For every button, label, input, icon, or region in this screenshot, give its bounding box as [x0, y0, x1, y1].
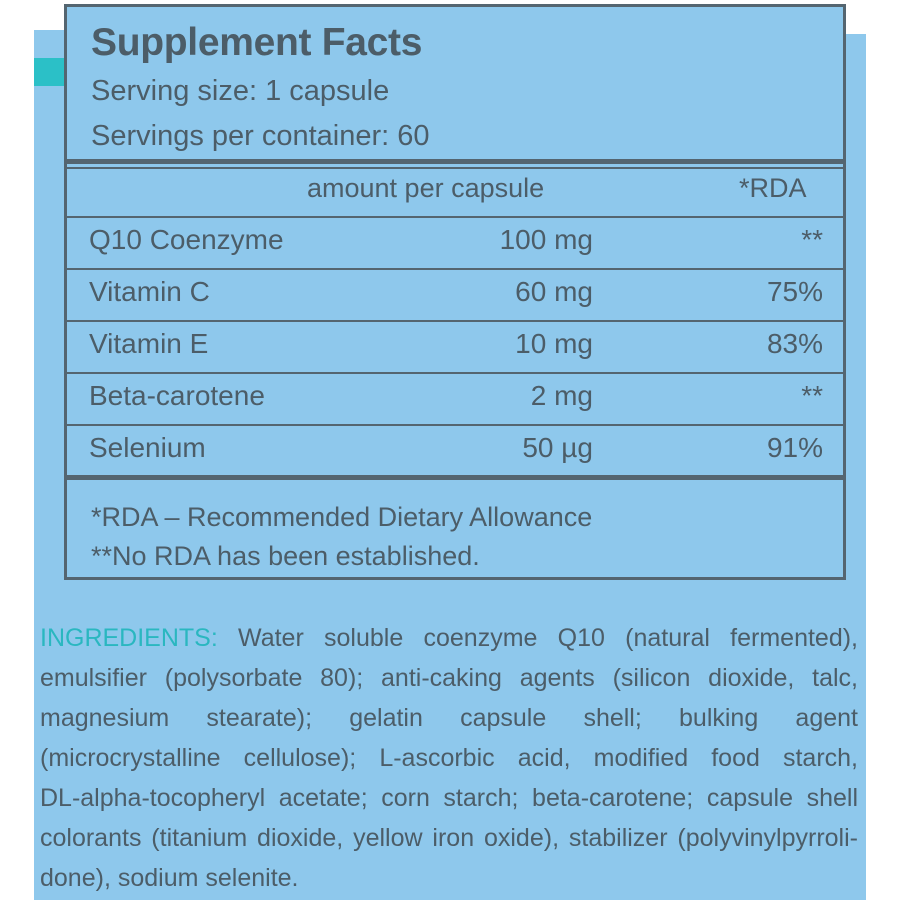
ingredients-line: emulsifier (polysorbate 80); anti-caking…: [40, 664, 858, 692]
nutrient-rda: 83%: [766, 328, 823, 359]
serving-size: Serving size: 1 capsule: [91, 75, 390, 107]
row-divider: [67, 320, 843, 322]
nutrient-name: Vitamin E: [89, 328, 209, 359]
row-divider: [67, 424, 843, 426]
right-notch: [846, 0, 866, 34]
ingredients-line: INGREDIENTS: Water soluble coenzyme Q10 …: [40, 624, 858, 652]
ingredients-label: INGREDIENTS:: [40, 624, 218, 652]
nutrient-amount: 60 mg: [515, 276, 593, 307]
divider-thin: [67, 167, 843, 169]
nutrient-amount: 10 mg: [515, 328, 593, 359]
nutrient-rda: **: [801, 380, 823, 411]
footnote-rda: *RDA – Recommended Dietary Allowance: [91, 502, 593, 532]
nutrient-name: Selenium: [89, 432, 206, 463]
column-header-rda: *RDA: [739, 173, 807, 203]
nutrient-amount: 50 µg: [522, 432, 593, 463]
nutrient-amount: 2 mg: [530, 380, 593, 411]
nutrient-rda: 91%: [766, 432, 823, 463]
nutrient-name: Q10 Coenzyme: [89, 224, 284, 255]
row-divider: [67, 216, 843, 218]
ingredients-line: done), sodium selenite.: [40, 864, 299, 892]
nutrient-amount: 100 mg: [499, 224, 593, 255]
ingredients-line: colorants (titanium dioxide, yellow iron…: [40, 824, 858, 852]
divider-thick: [67, 475, 843, 480]
nutrient-rda: **: [801, 224, 823, 255]
nutrient-rda: 75%: [766, 276, 823, 307]
column-header-amount: amount per capsule: [307, 173, 545, 203]
facts-title: Supplement Facts: [91, 21, 423, 64]
ingredients-text: INGREDIENTS: Water soluble coenzyme Q10 …: [40, 618, 858, 898]
row-divider: [67, 372, 843, 374]
row-divider: [67, 268, 843, 270]
nutrient-name: Beta-carotene: [89, 380, 265, 411]
nutrient-name: Vitamin C: [89, 276, 210, 307]
supplement-facts-box: Supplement Facts Serving size: 1 capsule…: [64, 4, 846, 580]
footnote-no-rda: **No RDA has been established.: [91, 541, 480, 571]
ingredients-line: (microcrystalline cellulose); L-ascorbic…: [40, 744, 858, 772]
ingredients-line: DL-alpha-tocopheryl acetate; corn starch…: [40, 784, 858, 812]
servings-per-container: Servings per container: 60: [91, 120, 430, 152]
teal-accent-bar: [34, 58, 64, 86]
ingredients-line: magnesium stearate); gelatin capsule she…: [40, 704, 858, 732]
divider-thick: [67, 159, 843, 164]
